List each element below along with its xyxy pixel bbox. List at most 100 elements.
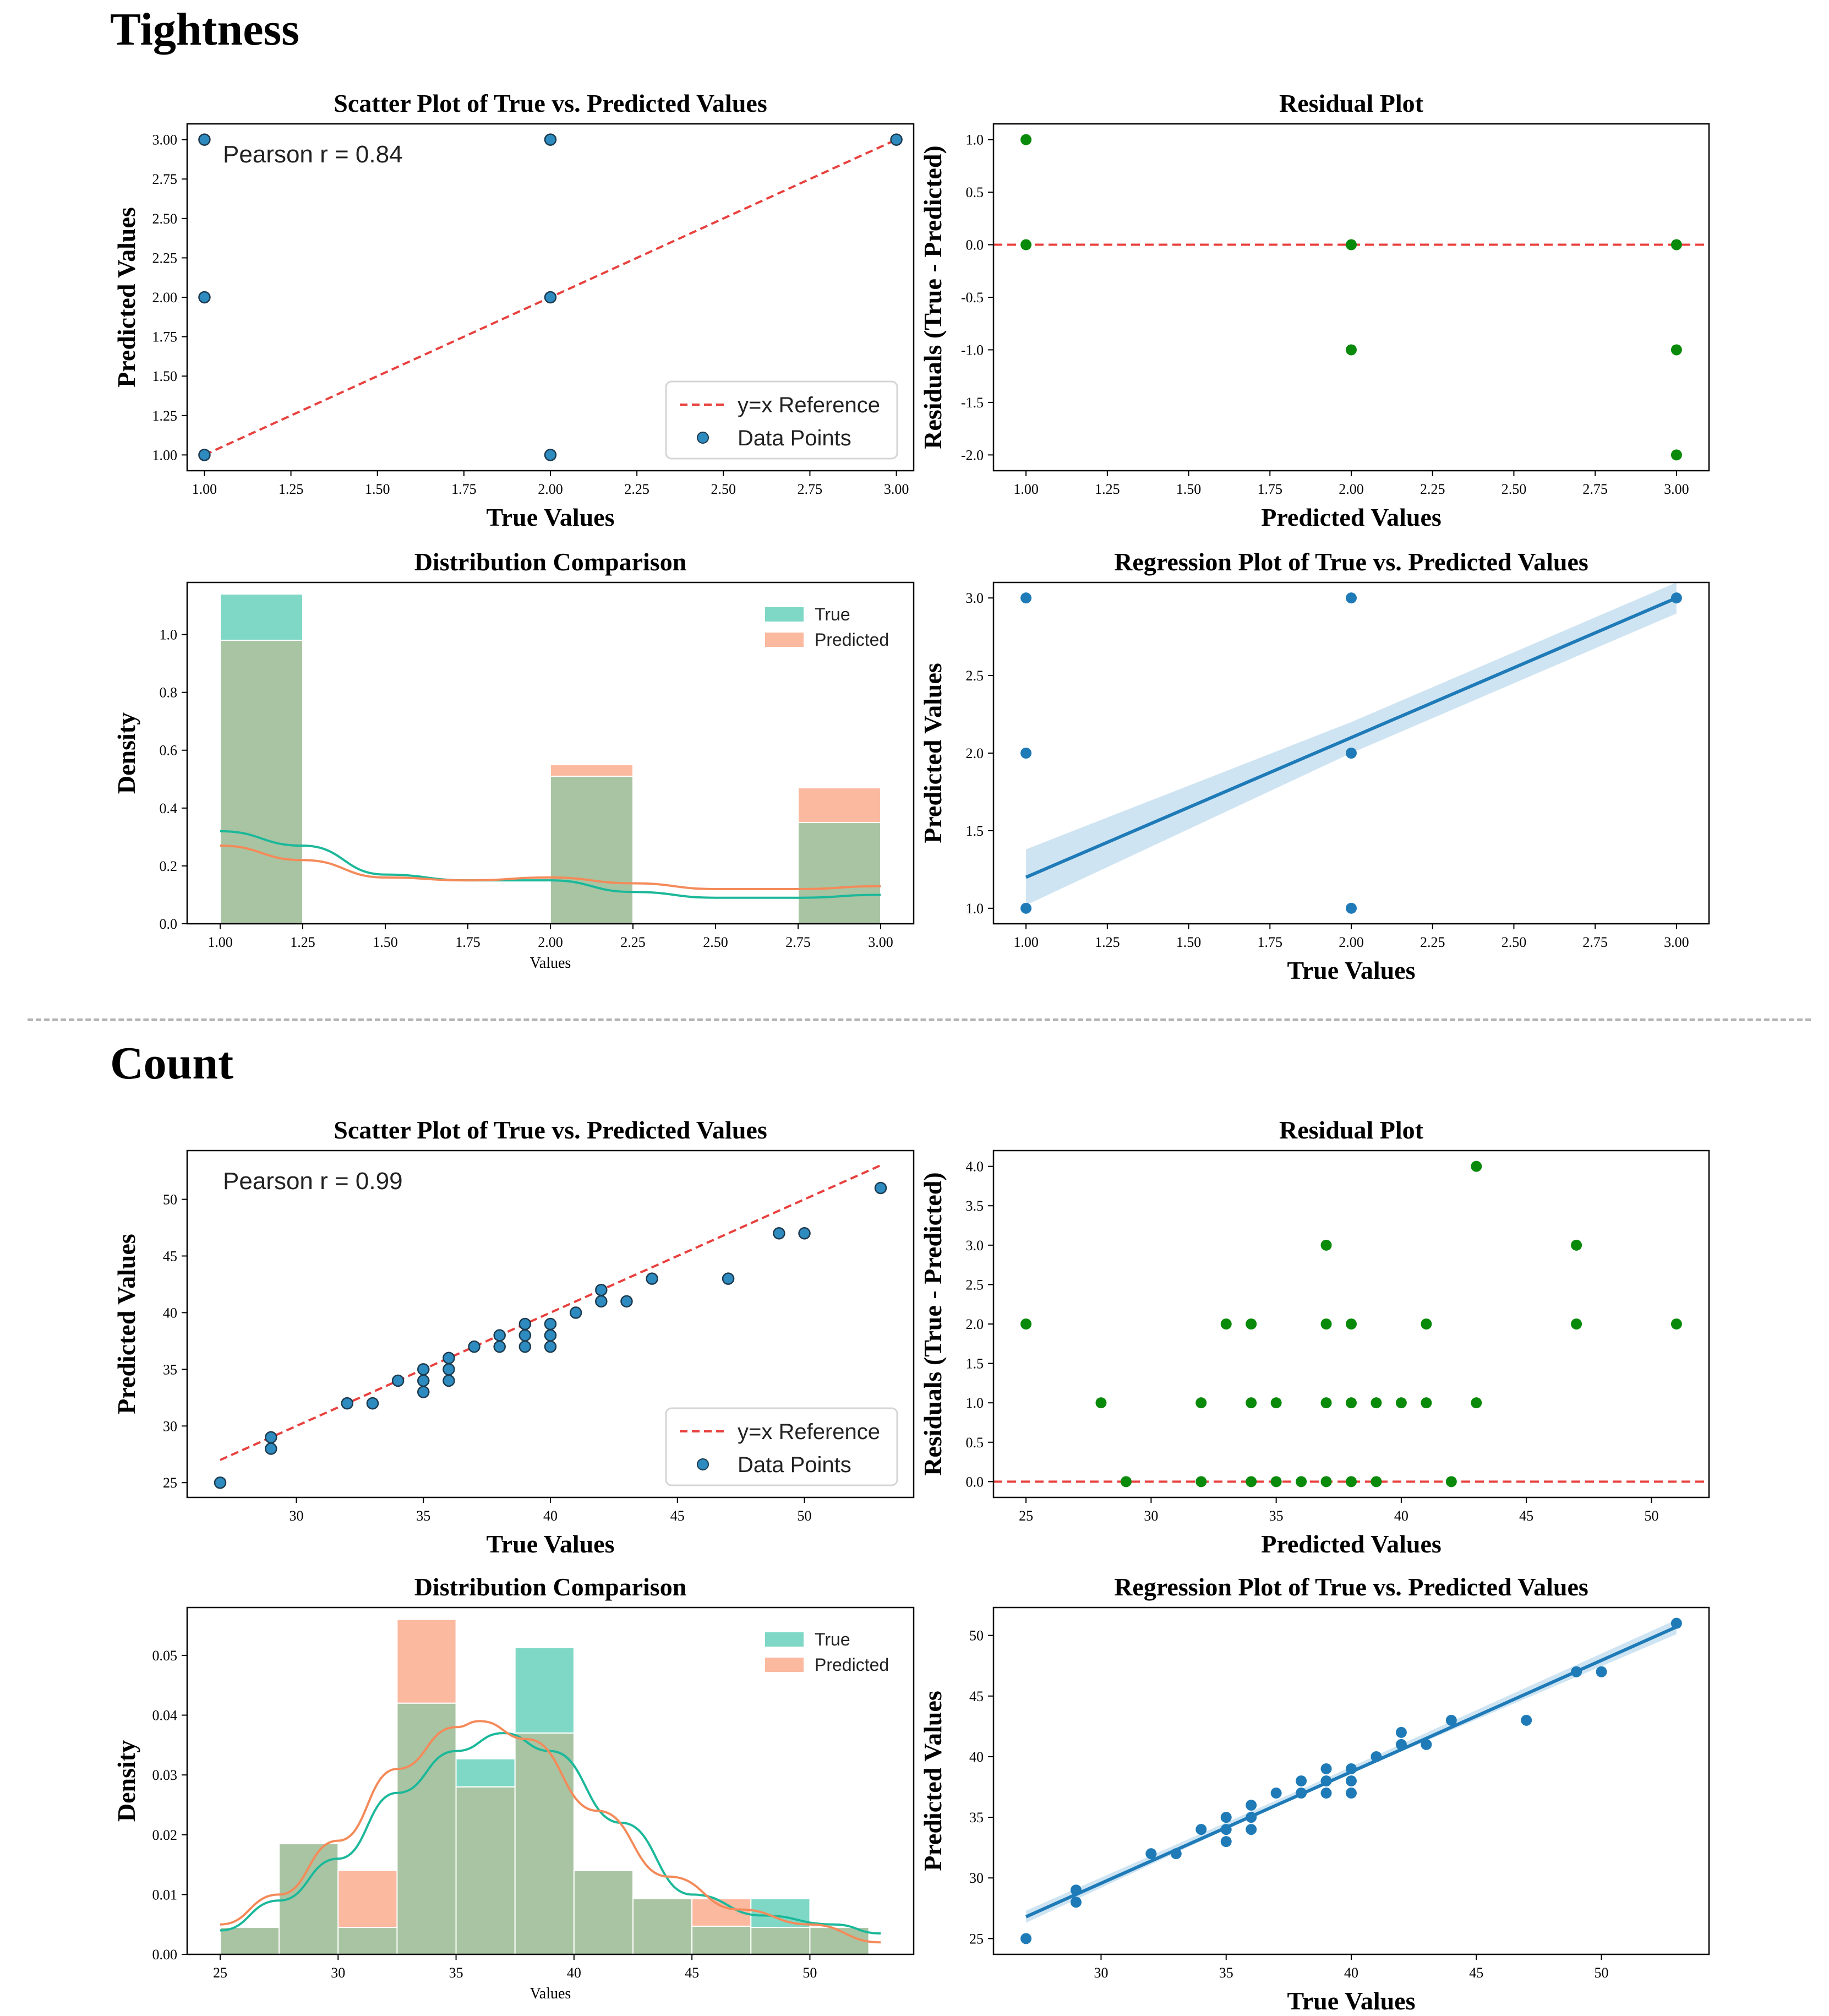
data-point [518,1329,532,1342]
x-tick-label: 25 [1019,1508,1033,1524]
data-point [620,1295,633,1308]
residual-point [1120,1476,1132,1488]
y-tick-label: 3.00 [152,132,178,148]
data-point [1246,1824,1257,1835]
residual-point [1346,1397,1357,1409]
y-tick-label: 2.0 [966,1316,984,1332]
data-point [1346,1775,1357,1786]
y-axis-label: Residuals (True - Predicted) [919,1172,947,1476]
data-point [1346,902,1357,914]
data-point [1220,1824,1232,1835]
y-tick-label: 0.5 [966,1435,984,1451]
x-tick-label: 1.50 [1176,481,1202,497]
x-tick-label: 30 [289,1508,303,1524]
x-axis-label: True Values [1287,1987,1415,2015]
x-tick-label: 3.00 [868,934,893,950]
x-tick-label: 45 [1469,1965,1483,1981]
residual-point [1320,1476,1332,1488]
plot-area [993,134,1709,461]
residual-point [1095,1397,1107,1409]
data-point [1220,1812,1232,1823]
x-tick-label: 50 [1595,1965,1609,1981]
data-point [646,1272,658,1285]
y-tick-label: 0.00 [152,1947,178,1963]
x-tick-label: 1.00 [192,481,217,497]
y-axis-label: Density [112,712,140,794]
x-tick-label: 1.75 [451,481,477,497]
bar-overlap [455,1786,516,1955]
bar-overlap [220,640,303,924]
legend-swatch-points [697,432,709,444]
legend-label-reference: y=x Reference [738,393,880,417]
bar-overlap [337,1927,398,1955]
y-tick-label: 35 [163,1361,177,1377]
bar-predicted [337,1870,398,1928]
residual-point [1020,134,1032,145]
y-tick-label: 1.25 [152,408,178,424]
section-divider [28,1018,1811,1021]
data-point [1346,748,1357,759]
confidence-band [1026,582,1677,906]
data-point [595,1295,608,1308]
data-point [544,133,557,146]
data-point [1296,1775,1307,1786]
x-tick-label: 35 [1269,1508,1284,1524]
legend-label-predicted: Predicted [815,630,889,650]
residual-point [1371,1397,1382,1409]
kde-line-true [220,830,881,899]
x-tick-label: 30 [1094,1965,1108,1981]
x-axis-label: True Values [1287,956,1415,984]
legend-label-points: Data Points [738,1453,851,1477]
section-title-tightness: Tightness [110,4,299,55]
data-point [1170,1848,1182,1860]
x-tick-label: 1.75 [455,934,481,950]
chart-0-hist: Distribution ComparisonTruePredicted1.00… [112,548,915,972]
x-tick-label: 2.50 [711,481,736,497]
x-axis-label: Predicted Values [1261,503,1442,531]
legend: y=x Reference Data Points [665,380,898,460]
residual-point [1346,1476,1357,1488]
chart-1-hist: Distribution Comparison True Predicted 25 30… [112,1573,915,2002]
residual-point [1346,1318,1357,1330]
x-tick-label: 2.75 [1582,481,1608,497]
residual-point [1670,239,1682,250]
legend-box [665,1407,898,1486]
data-point [341,1397,354,1410]
residual-point [1246,1318,1257,1330]
data-point [468,1340,481,1353]
y-tick-label: 1.00 [152,447,178,463]
data-point [874,1181,887,1195]
legend-box [665,380,898,460]
data-point [1320,1775,1332,1786]
x-tick-label: 40 [1394,1508,1408,1524]
data-point [493,1340,506,1353]
x-tick-label: 3.00 [1664,934,1689,950]
y-tick-label: 0.2 [160,858,178,874]
residual-point [1320,1318,1332,1330]
y-tick-label: 40 [969,1749,984,1765]
y-tick-label: -2.0 [961,447,984,463]
chart-title: Scatter Plot of True vs. Predicted Value… [334,1116,767,1144]
chart-title: Distribution Comparison [414,1573,687,1601]
bar-overlap [550,776,634,925]
residual-point [1571,1239,1582,1251]
y-tick-label: 2.00 [152,290,178,306]
x-tick-label: 1.50 [365,481,390,497]
y-tick-label: 40 [163,1305,177,1321]
y-tick-label: 2.5 [966,668,984,684]
y-tick-label: 4.0 [966,1159,984,1175]
x-tick-label: 2.00 [538,934,563,950]
bar-predicted [396,1619,457,1704]
data-point [1421,1739,1432,1750]
y-tick-label: 2.5 [966,1277,984,1293]
y-tick-label: 1.0 [160,627,178,643]
x-tick-label: 45 [1519,1508,1533,1524]
y-tick-label: 3.5 [966,1198,984,1214]
x-tick-label: 30 [1144,1508,1158,1524]
legend-swatch-points [697,1458,709,1470]
y-tick-label: 45 [969,1688,984,1704]
y-tick-label: 0.0 [966,237,984,253]
data-point [722,1272,735,1285]
y-tick-label: 2.50 [152,211,178,227]
y-tick-label: 50 [969,1628,984,1644]
